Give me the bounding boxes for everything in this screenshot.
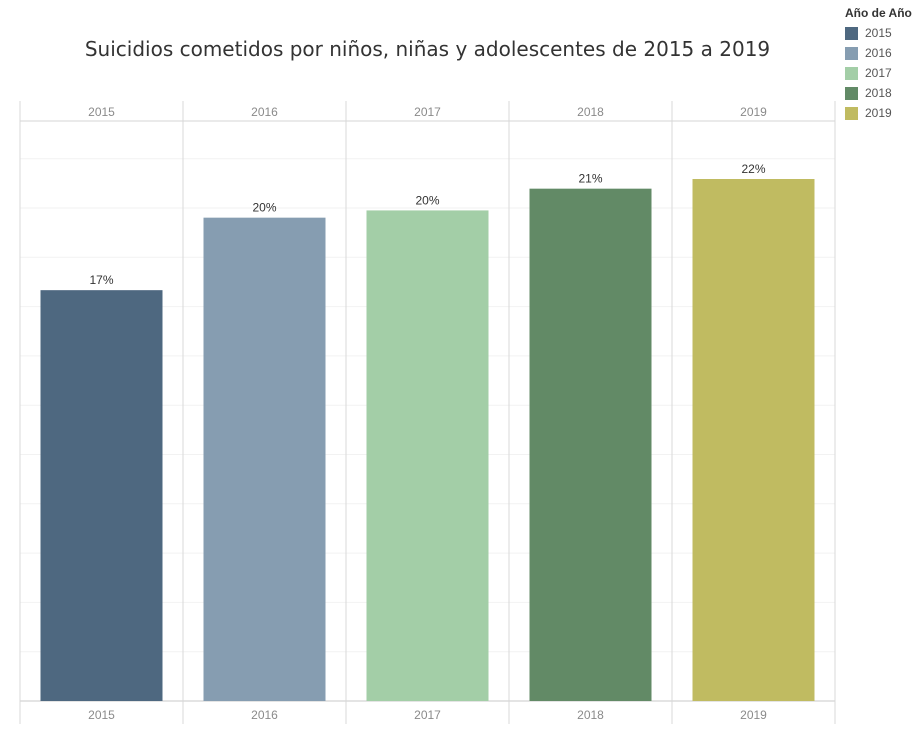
x-tick-label: 2017 <box>414 708 441 722</box>
chart-title: Suicidios cometidos por niños, niñas y a… <box>84 37 771 61</box>
x-tick-label: 2019 <box>740 708 767 722</box>
legend-swatch <box>845 26 858 40</box>
column-header-label: 2016 <box>251 105 278 119</box>
x-tick-label: 2015 <box>88 708 115 722</box>
legend-swatch <box>845 66 858 80</box>
data-label: 17% <box>89 273 113 287</box>
legend-title: Año de Año <box>845 6 912 20</box>
legend-swatch <box>845 46 858 60</box>
x-tick-label: 2018 <box>577 708 604 722</box>
legend-swatch <box>845 86 858 100</box>
legend-item[interactable]: 2016 <box>845 43 911 63</box>
legend-label: 2016 <box>865 46 892 60</box>
bar <box>203 217 326 701</box>
bar <box>692 179 815 701</box>
data-label: 20% <box>415 193 439 207</box>
column-header-label: 2018 <box>577 105 604 119</box>
bar <box>366 210 489 701</box>
data-label: 22% <box>741 162 765 176</box>
bar <box>40 290 163 701</box>
legend[interactable]: Año de Año 2015 2016 2017 2018 2019 <box>845 6 912 123</box>
data-label: 20% <box>252 201 276 215</box>
legend-item[interactable]: 2017 <box>845 63 911 83</box>
data-label: 21% <box>578 172 602 186</box>
column-header-label: 2015 <box>88 105 115 119</box>
legend-item[interactable]: 2019 <box>845 103 911 123</box>
legend-label: 2017 <box>865 66 892 80</box>
column-header-label: 2019 <box>740 105 767 119</box>
legend-item[interactable]: 2015 <box>845 23 911 43</box>
legend-item[interactable]: 2018 <box>845 83 911 103</box>
legend-label: 2019 <box>865 106 892 120</box>
legend-swatch <box>845 106 858 120</box>
legend-label: 2018 <box>865 86 892 100</box>
bar <box>529 188 652 701</box>
x-tick-label: 2016 <box>251 708 278 722</box>
legend-label: 2015 <box>865 26 892 40</box>
column-header-label: 2017 <box>414 105 441 119</box>
